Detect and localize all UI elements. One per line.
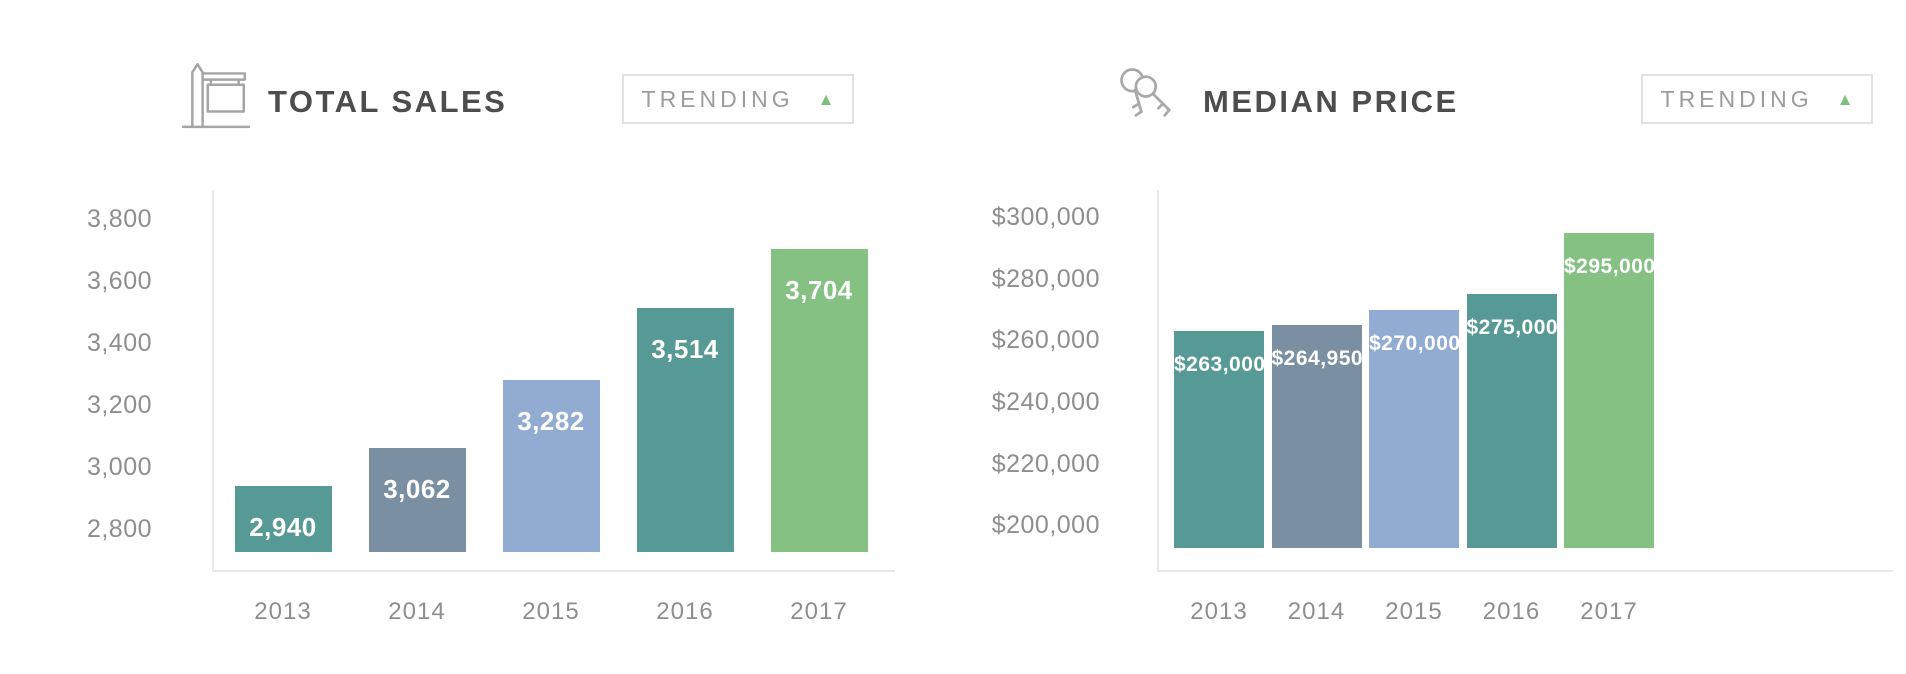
bar-2016: $275,000 bbox=[1466, 294, 1559, 549]
trend-up-icon: ▲ bbox=[817, 89, 835, 109]
bar-2015: 3,282 bbox=[502, 379, 600, 553]
bar-2017: 3,704 bbox=[770, 248, 868, 553]
trending-label: TRENDING bbox=[641, 85, 794, 112]
bar-2013: 2,940 bbox=[234, 485, 332, 553]
x-tick-label: 2017 bbox=[790, 598, 848, 625]
y-tick-label: $260,000 bbox=[991, 326, 1100, 355]
bar-value-label: $264,950 bbox=[1271, 347, 1364, 371]
x-tick-label: 2016 bbox=[1482, 598, 1541, 625]
y-axis-line bbox=[212, 190, 214, 572]
y-tick-label: $300,000 bbox=[991, 203, 1100, 232]
x-tick-label: 2017 bbox=[1580, 598, 1638, 625]
x-tick-label: 2013 bbox=[1190, 598, 1248, 625]
bar-value-label: 3,514 bbox=[651, 333, 719, 364]
y-tick-label: 3,400 bbox=[86, 329, 152, 358]
median-price-title: MEDIAN PRICE bbox=[1203, 84, 1459, 119]
x-tick-label: 2014 bbox=[388, 598, 446, 625]
x-axis-line bbox=[212, 570, 895, 572]
bar-value-label: 3,704 bbox=[785, 274, 853, 305]
y-tick-label: $200,000 bbox=[991, 511, 1100, 540]
x-tick-label: 2014 bbox=[1287, 598, 1346, 625]
y-tick-label: 3,000 bbox=[86, 453, 152, 482]
bar-value-label: 3,282 bbox=[517, 405, 585, 436]
trending-badge: TRENDING ▲ bbox=[1641, 74, 1873, 124]
trending-label: TRENDING bbox=[1660, 85, 1813, 112]
x-axis-line bbox=[1157, 570, 1893, 572]
keys-icon bbox=[1108, 56, 1180, 128]
total-sales-title: TOTAL SALES bbox=[268, 84, 508, 119]
trend-up-icon: ▲ bbox=[1836, 89, 1854, 109]
y-tick-label: $280,000 bbox=[991, 264, 1100, 293]
x-tick-label: 2015 bbox=[1385, 598, 1443, 625]
bar-value-label: 2,940 bbox=[249, 511, 317, 542]
for-sale-sign-icon bbox=[180, 58, 252, 130]
trending-badge: TRENDING ▲ bbox=[622, 74, 854, 124]
y-axis-line bbox=[1157, 190, 1159, 572]
bar-2016: 3,514 bbox=[636, 307, 734, 553]
y-tick-label: 3,600 bbox=[86, 267, 152, 296]
x-tick-label: 2013 bbox=[254, 598, 312, 625]
bar-2017: $295,000 bbox=[1564, 232, 1656, 549]
y-tick-label: $220,000 bbox=[991, 449, 1100, 478]
y-tick-label: 3,200 bbox=[86, 391, 152, 420]
bar-2015: $270,000 bbox=[1369, 309, 1461, 549]
y-tick-label: $240,000 bbox=[991, 388, 1100, 416]
bar-value-label: 3,062 bbox=[383, 473, 451, 504]
bar-value-label: $275,000 bbox=[1466, 316, 1559, 340]
x-tick-label: 2015 bbox=[522, 598, 580, 625]
bar-2014: 3,062 bbox=[368, 447, 466, 553]
bar-value-label: $263,000 bbox=[1174, 353, 1266, 377]
y-tick-label: 2,800 bbox=[86, 515, 152, 544]
y-tick-label: 3,800 bbox=[86, 205, 152, 234]
bar-value-label: $295,000 bbox=[1564, 254, 1656, 278]
bar-2013: $263,000 bbox=[1174, 331, 1266, 549]
bar-2014: $264,950 bbox=[1271, 325, 1364, 549]
bar-value-label: $270,000 bbox=[1369, 331, 1461, 355]
x-tick-label: 2016 bbox=[656, 598, 714, 625]
